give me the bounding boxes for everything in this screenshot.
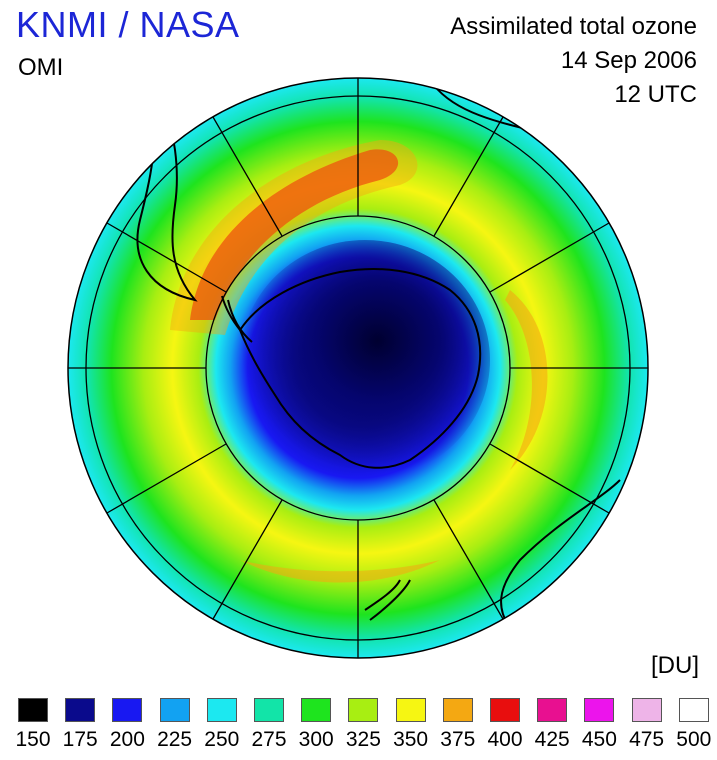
ozone-maximum-south — [240, 560, 440, 583]
meridian — [106, 222, 227, 293]
map-title: Assimilated total ozone — [450, 13, 697, 40]
ozone-hole-core — [240, 240, 490, 480]
legend-value: 425 — [534, 728, 570, 751]
south-america-coastline — [136, 94, 198, 302]
meridian — [489, 222, 610, 293]
legend-value: 150 — [15, 728, 51, 751]
legend-value: 375 — [440, 728, 476, 751]
legend-value: 400 — [487, 728, 523, 751]
meridian — [106, 443, 227, 514]
meridian — [433, 499, 504, 620]
new-zealand-coastline — [364, 579, 411, 621]
legend-value: 450 — [581, 728, 617, 751]
legend-swatch — [18, 698, 48, 722]
color-scale-legend: 150 175 200 225 250 275 300 325 350 375 400 425 450 4… — [0, 692, 717, 760]
instrument-label: OMI — [18, 54, 64, 81]
legend-swatch — [254, 698, 284, 722]
organization-label: KNMI / NASA — [16, 4, 240, 45]
legend-swatch — [442, 698, 473, 722]
legend-swatch — [348, 698, 379, 722]
legend-swatch — [631, 698, 662, 722]
legend-swatch — [395, 698, 426, 722]
australia-coastline — [500, 479, 621, 641]
legend-swatch — [159, 698, 190, 722]
globe-outline — [67, 77, 649, 659]
legend-value: 350 — [393, 728, 429, 751]
legend-swatch — [584, 698, 615, 722]
meridian — [212, 116, 283, 237]
legend-value: 200 — [109, 728, 145, 751]
ozone-maximum-band — [190, 149, 399, 320]
map-title-block: Assimilated total ozone 14 Sep 2006 12 U… — [450, 10, 697, 112]
legend-value: 250 — [204, 728, 240, 751]
graticule — [68, 78, 648, 658]
legend-value: 475 — [629, 728, 665, 751]
ozone-maximum-band-outer — [170, 140, 418, 335]
legend-swatch — [490, 698, 520, 722]
legend-value: 325 — [345, 728, 381, 751]
meridian — [489, 443, 610, 514]
meridian — [433, 116, 504, 237]
legend-value: 225 — [157, 728, 193, 751]
antarctica-coastline — [238, 268, 482, 469]
map-date: 14 Sep 2006 — [560, 47, 697, 74]
legend-unit: [DU] — [651, 652, 699, 679]
ozone-maximum-east — [505, 290, 548, 470]
legend-value: 300 — [298, 728, 334, 751]
map-time: 12 UTC — [614, 81, 697, 108]
legend-swatch — [112, 698, 143, 722]
legend-value: 175 — [62, 728, 98, 751]
legend-swatch — [678, 698, 709, 722]
legend-swatch — [301, 698, 332, 722]
ozone-polar-map — [67, 77, 649, 659]
meridian — [212, 499, 283, 620]
legend-value: 275 — [251, 728, 287, 751]
legend-swatch — [65, 698, 96, 722]
legend-swatch — [537, 698, 568, 722]
legend-swatch — [206, 698, 237, 722]
legend-value: 500 — [676, 728, 712, 751]
